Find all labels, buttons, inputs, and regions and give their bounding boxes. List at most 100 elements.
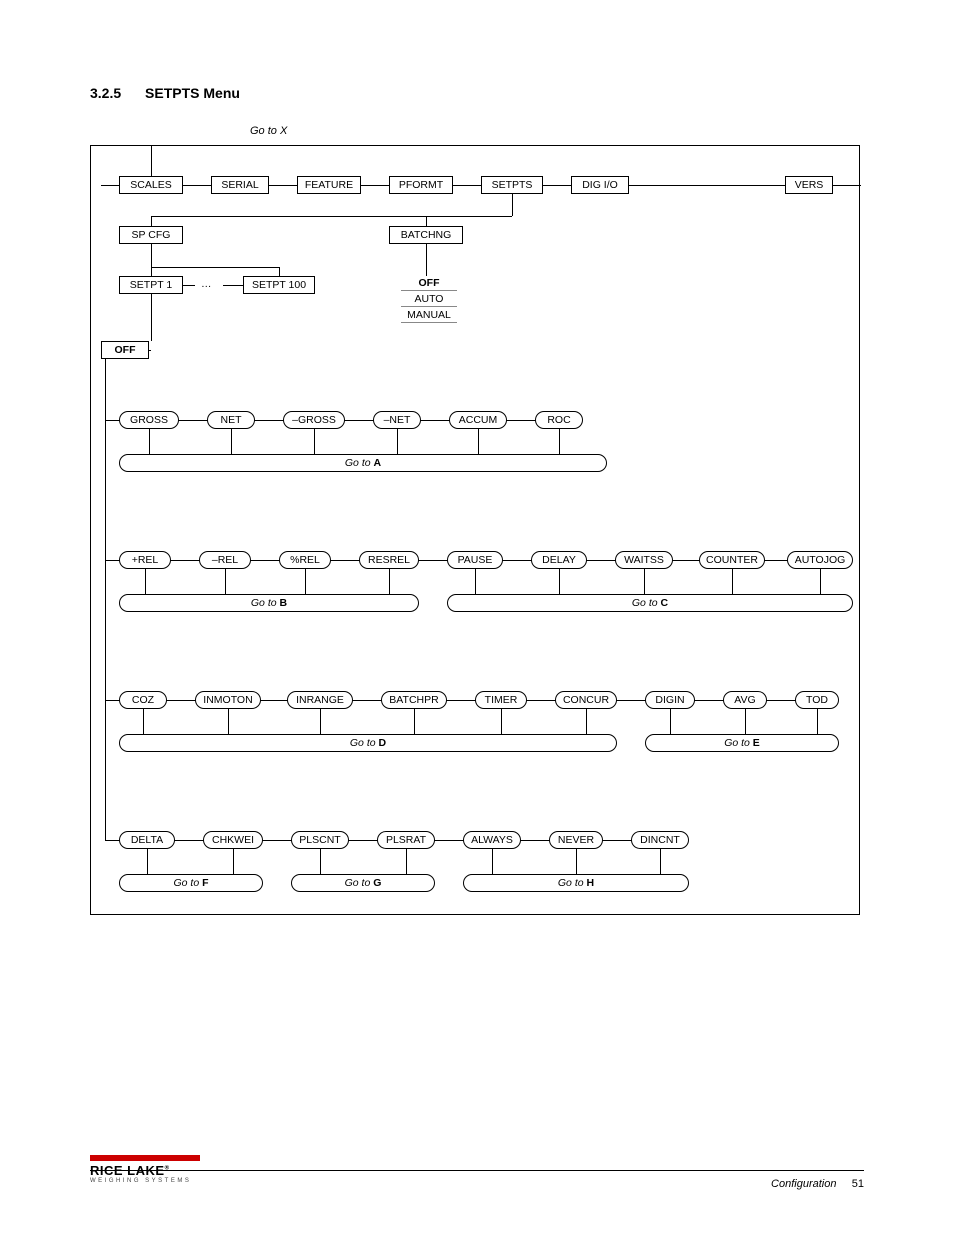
connector-line <box>406 849 407 874</box>
connector-line <box>151 267 152 276</box>
goto-reference: Go to A <box>119 454 607 472</box>
menu-node: –NET <box>373 411 421 429</box>
footer-rule <box>90 1170 864 1171</box>
section-number: 3.2.5 <box>90 85 121 101</box>
connector-line <box>492 849 493 874</box>
section-heading: SETPTS Menu <box>145 85 240 101</box>
connector-line <box>576 849 577 874</box>
connector-line <box>478 429 479 454</box>
connector-line <box>732 569 733 594</box>
menu-node: PAUSE <box>447 551 503 569</box>
menu-node: INMOTON <box>195 691 261 709</box>
menu-node: VERS <box>785 176 833 194</box>
menu-node: NEVER <box>549 831 603 849</box>
connector-line <box>644 569 645 594</box>
menu-node: WAITSS <box>615 551 673 569</box>
connector-line <box>397 429 398 454</box>
menu-node: GROSS <box>119 411 179 429</box>
menu-node: SP CFG <box>119 226 183 244</box>
menu-node: PLSRAT <box>377 831 435 849</box>
menu-node: +REL <box>119 551 171 569</box>
menu-node: BATCHPR <box>381 691 447 709</box>
menu-node: COUNTER <box>699 551 765 569</box>
connector-line <box>559 429 560 454</box>
connector-line <box>279 267 280 276</box>
menu-node: BATCHNG <box>389 226 463 244</box>
connector-line <box>501 709 502 734</box>
menu-node: INRANGE <box>287 691 353 709</box>
connector-line <box>314 429 315 454</box>
connector-line <box>151 146 152 176</box>
connector-line <box>231 429 232 454</box>
connector-line <box>475 569 476 594</box>
connector-line <box>389 569 390 594</box>
menu-node: –GROSS <box>283 411 345 429</box>
menu-node: FEATURE <box>297 176 361 194</box>
menu-node: SERIAL <box>211 176 269 194</box>
menu-node: %REL <box>279 551 331 569</box>
logo-subtext: WEIGHING SYSTEMS <box>90 1178 200 1184</box>
connector-line <box>225 569 226 594</box>
connector-line <box>147 849 148 874</box>
connector-line <box>151 294 152 341</box>
connector-line <box>414 709 415 734</box>
goto-x-label: Go to X <box>250 125 287 137</box>
connector-line <box>233 849 234 874</box>
menu-diagram: SCALESSERIALFEATUREPFORMTSETPTSDIG I/OVE… <box>90 145 860 915</box>
connector-line <box>105 350 106 840</box>
connector-line <box>149 429 150 454</box>
goto-reference: Go to C <box>447 594 853 612</box>
connector-line <box>660 849 661 874</box>
menu-node: SETPT 100 <box>243 276 315 294</box>
goto-reference: Go to G <box>291 874 435 892</box>
menu-node: AUTOJOG <box>787 551 853 569</box>
menu-node: ACCUM <box>449 411 507 429</box>
connector-line <box>228 709 229 734</box>
menu-node: SETPTS <box>481 176 543 194</box>
connector-line <box>320 849 321 874</box>
option-item: OFF <box>401 276 457 291</box>
connector-line <box>151 216 426 217</box>
menu-node: DIG I/O <box>571 176 629 194</box>
connector-line <box>512 194 513 216</box>
connector-line <box>145 569 146 594</box>
connector-line <box>223 285 243 286</box>
menu-node: COZ <box>119 691 167 709</box>
footer-right: Configuration 51 <box>771 1178 864 1190</box>
connector-line <box>670 709 671 734</box>
section-title: 3.2.5 SETPTS Menu <box>90 85 240 101</box>
footer-section: Configuration <box>771 1178 836 1190</box>
connector-line <box>183 285 195 286</box>
connector-line <box>559 569 560 594</box>
menu-node: SETPT 1 <box>119 276 183 294</box>
connector-line <box>320 709 321 734</box>
menu-node: CHKWEI <box>203 831 263 849</box>
connector-line <box>586 709 587 734</box>
connector-line <box>820 569 821 594</box>
menu-node: CONCUR <box>555 691 617 709</box>
option-item: MANUAL <box>401 308 457 323</box>
menu-node: ROC <box>535 411 583 429</box>
menu-node: AVG <box>723 691 767 709</box>
menu-node: RESREL <box>359 551 419 569</box>
connector-line <box>151 216 152 226</box>
connector-line <box>151 267 279 268</box>
menu-node: TIMER <box>475 691 527 709</box>
menu-node: DIGIN <box>645 691 695 709</box>
menu-node: PFORMT <box>389 176 453 194</box>
goto-reference: Go to H <box>463 874 689 892</box>
ellipsis: … <box>199 278 214 290</box>
connector-line <box>305 569 306 594</box>
connector-line <box>745 709 746 734</box>
goto-reference: Go to F <box>119 874 263 892</box>
menu-node: –REL <box>199 551 251 569</box>
footer-page: 51 <box>852 1178 864 1190</box>
connector-line <box>426 244 427 276</box>
connector-line <box>426 216 427 226</box>
menu-node: DINCNT <box>631 831 689 849</box>
connector-line <box>143 709 144 734</box>
connector-line <box>151 244 152 267</box>
menu-node: NET <box>207 411 255 429</box>
menu-node: DELTA <box>119 831 175 849</box>
goto-reference: Go to D <box>119 734 617 752</box>
